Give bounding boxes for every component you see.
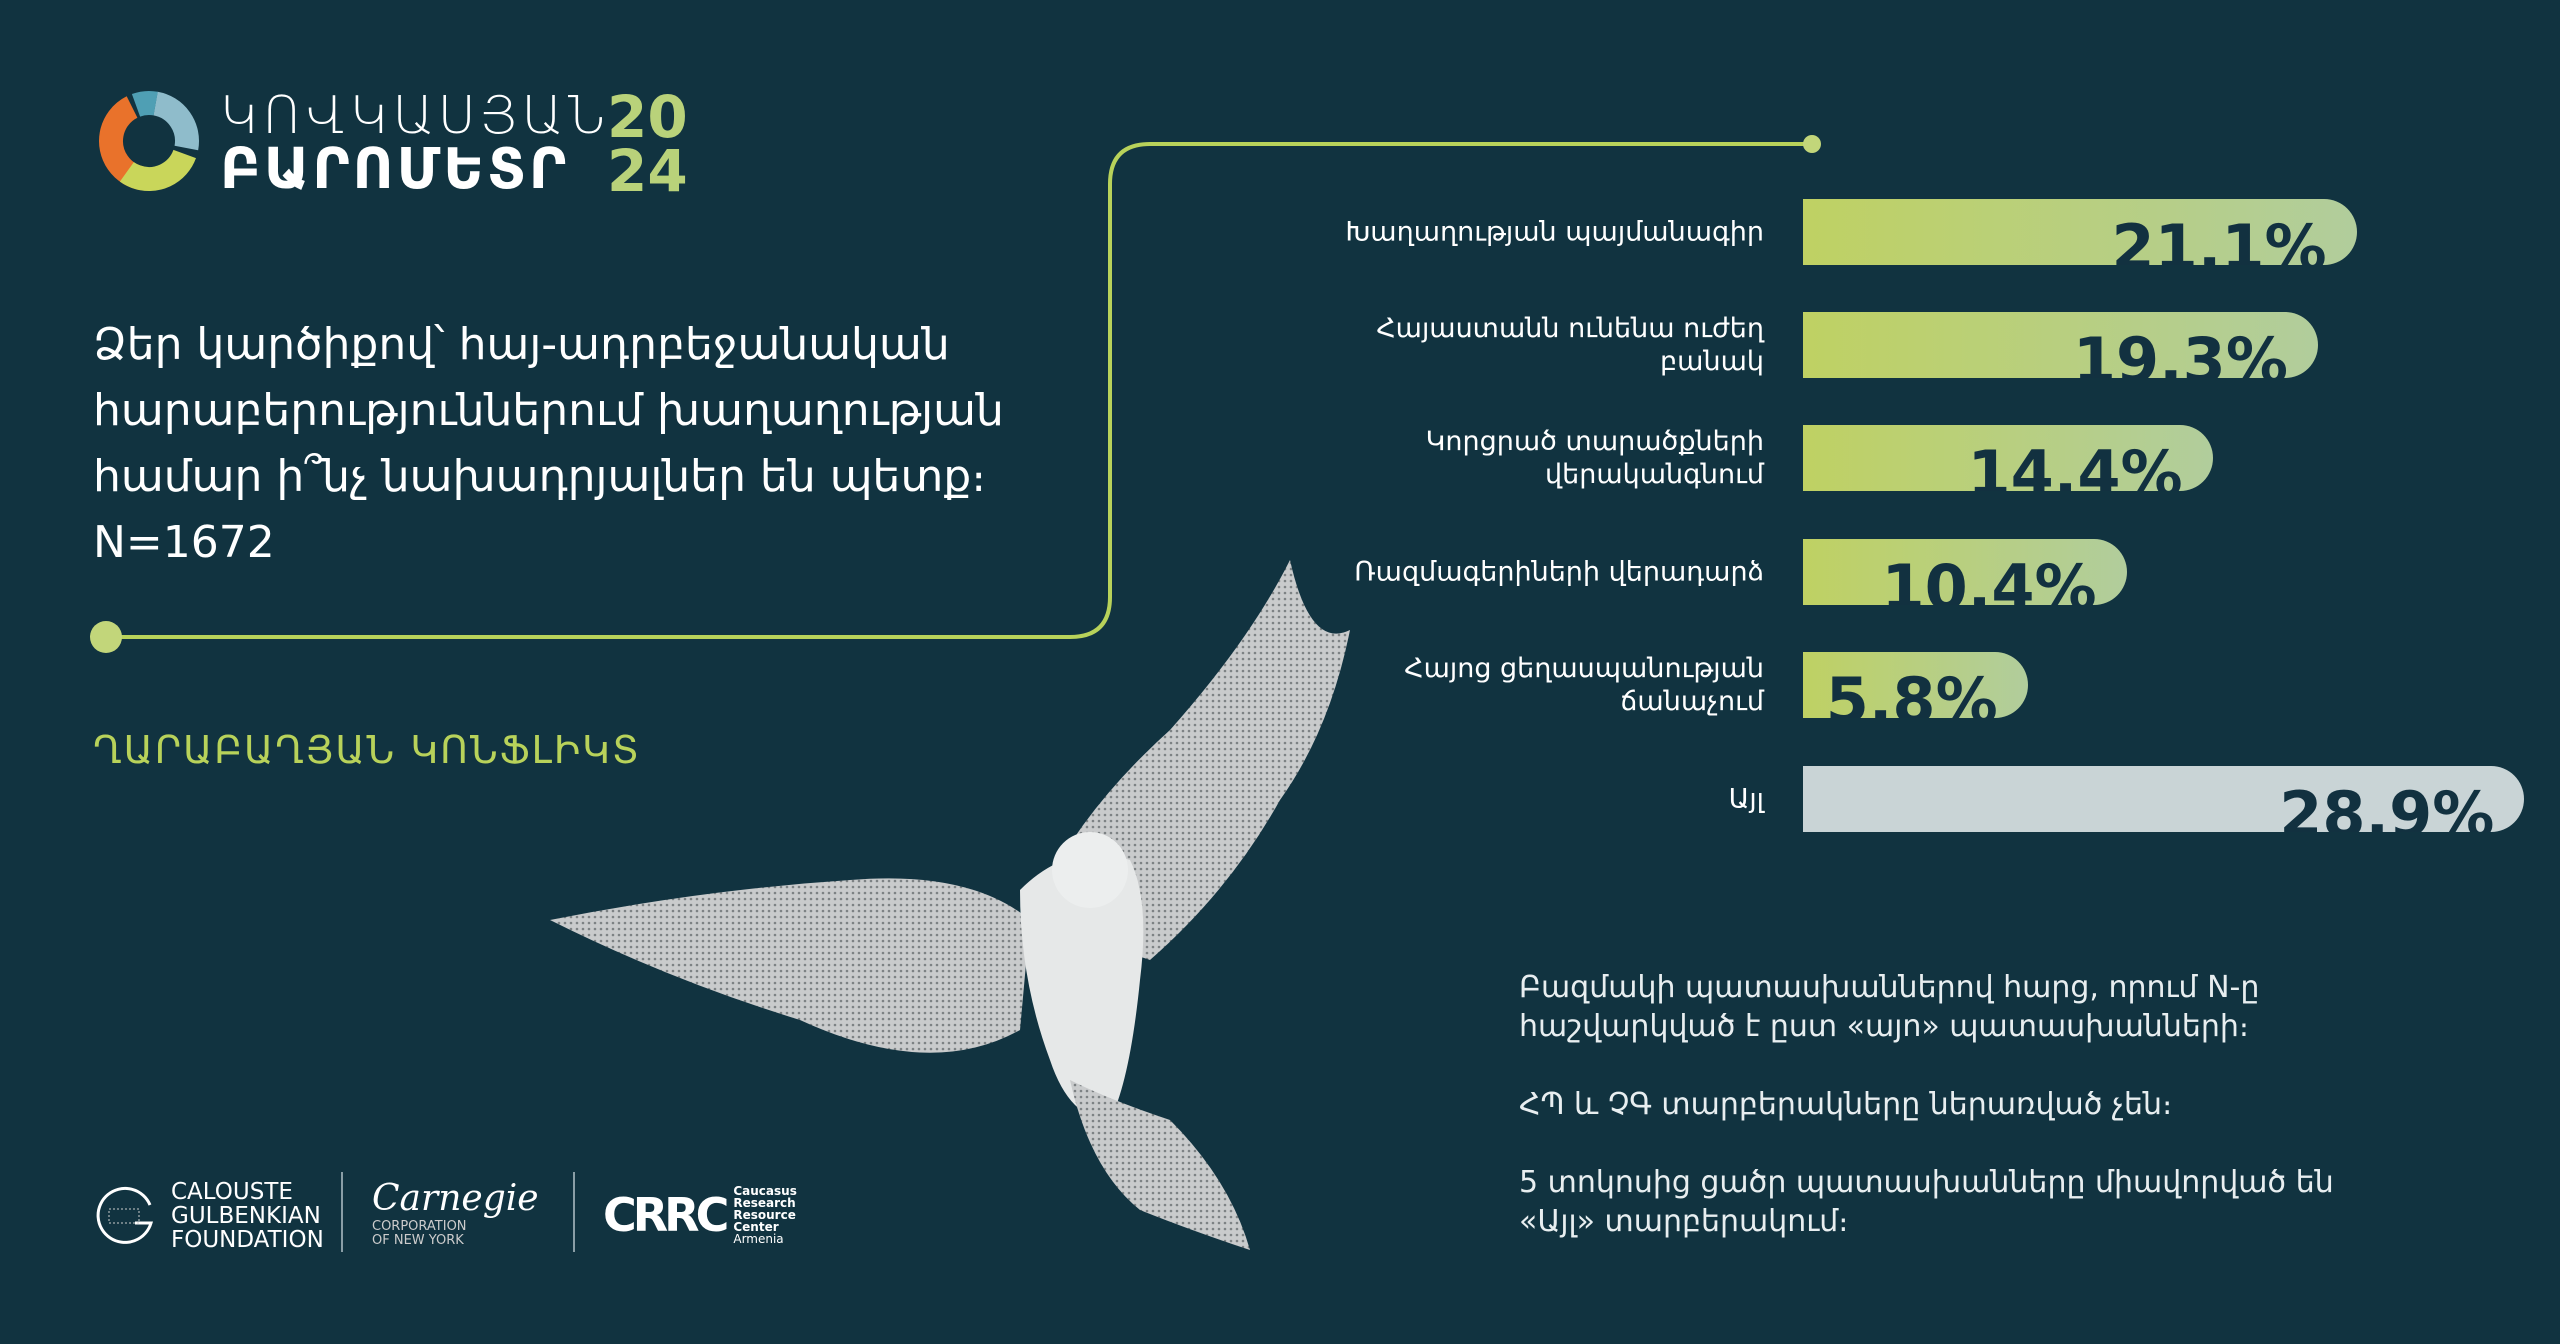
- survey-question: Ձեր կարծիքով՝ հայ-ադրբեջանական հարաբերու…: [93, 319, 1004, 568]
- category-label: Այլ: [1728, 783, 1764, 815]
- brand-year-1: 20: [607, 83, 688, 151]
- crrc-line5: Armenia: [733, 1232, 784, 1246]
- crrc-line2: Research: [733, 1196, 796, 1210]
- bar: 19.3%: [1803, 312, 2318, 378]
- crrc-mark-icon: CRRC: [603, 1188, 729, 1242]
- value-label: 14.4%: [1967, 437, 2183, 492]
- carnegie-sub1: CORPORATION: [372, 1219, 467, 1234]
- gulbenkian-line2: GULBENKIAN: [171, 1203, 321, 1229]
- topic-subtitle: ՂԱՐԱԲԱՂՅԱՆ ԿՈՆՖԼԻԿՏ: [93, 728, 641, 772]
- crrc-logo: CRRC Caucasus Research Resource Center Armen…: [603, 1185, 797, 1245]
- value-label: 5.8%: [1825, 664, 1998, 719]
- carnegie-signature: Carnegie: [372, 1178, 539, 1219]
- note-3: 5 տոկոսից ցածր պատասխանները միավորված են…: [1519, 1165, 2334, 1239]
- logo-divider: [573, 1172, 575, 1252]
- connector-line: [90, 135, 1821, 653]
- brand-year-2: 24: [607, 137, 688, 205]
- gulbenkian-line1: CALOUSTE: [171, 1179, 293, 1205]
- crrc-line3: Resource: [733, 1208, 796, 1222]
- bar: 28.9%: [1803, 766, 2525, 833]
- crrc-line1: Caucasus: [733, 1184, 797, 1198]
- bar: 5.8%: [1803, 652, 2028, 718]
- bar: 10.4%: [1803, 539, 2127, 605]
- brand-line1: ԿՈՎԿԱՍՅԱՆ: [220, 86, 611, 146]
- logo-divider: [341, 1172, 343, 1252]
- category-label: Հայաստանն ունենա ուժեղ բանակ: [1376, 313, 1764, 377]
- gulbenkian-line3: FOUNDATION: [171, 1227, 324, 1253]
- category-label: Ռազմագերիների վերադարձ: [1354, 556, 1764, 588]
- note-1: Բազմակի պատասխաններով հարց, որում N-ը հա…: [1519, 970, 2260, 1044]
- value-label: 19.3%: [2072, 324, 2288, 379]
- carnegie-logo: Carnegie CORPORATION OF NEW YORK: [372, 1178, 539, 1248]
- carnegie-sub2: OF NEW YORK: [372, 1233, 464, 1248]
- crrc-line4: Center: [733, 1220, 779, 1234]
- note-2: ՀՊ և ՉԳ տարբերակները ներառված չեն։: [1519, 1087, 2173, 1122]
- dove-illustration: [550, 560, 1350, 1250]
- category-label: Խաղաղության պայմանագիր: [1345, 216, 1764, 248]
- brand-line2: ԲԱՐՈՄԵՏՐ: [220, 137, 570, 202]
- category-label: Հայոց ցեղասպանության ճանաչում: [1404, 653, 1764, 717]
- category-label: Կորցրած տարածքների վերականգնում: [1425, 426, 1764, 490]
- line-start-dot: [90, 621, 122, 653]
- bar: 21.1%: [1803, 199, 2357, 265]
- notes: Բազմակի պատասխաններով հարց, որում N-ը հա…: [1519, 968, 2379, 1280]
- value-label: 28.9%: [2279, 778, 2495, 833]
- line-end-dot: [1803, 135, 1821, 153]
- gulbenkian-logo: CALOUSTE GULBENKIAN FOUNDATION: [95, 1180, 324, 1252]
- gulbenkian-g-icon: [96, 1186, 154, 1244]
- value-label: 21.1%: [2111, 211, 2327, 266]
- barometer-logo-icon: [99, 91, 199, 191]
- bar: 14.4%: [1803, 425, 2213, 491]
- value-label: 10.4%: [1881, 551, 2097, 606]
